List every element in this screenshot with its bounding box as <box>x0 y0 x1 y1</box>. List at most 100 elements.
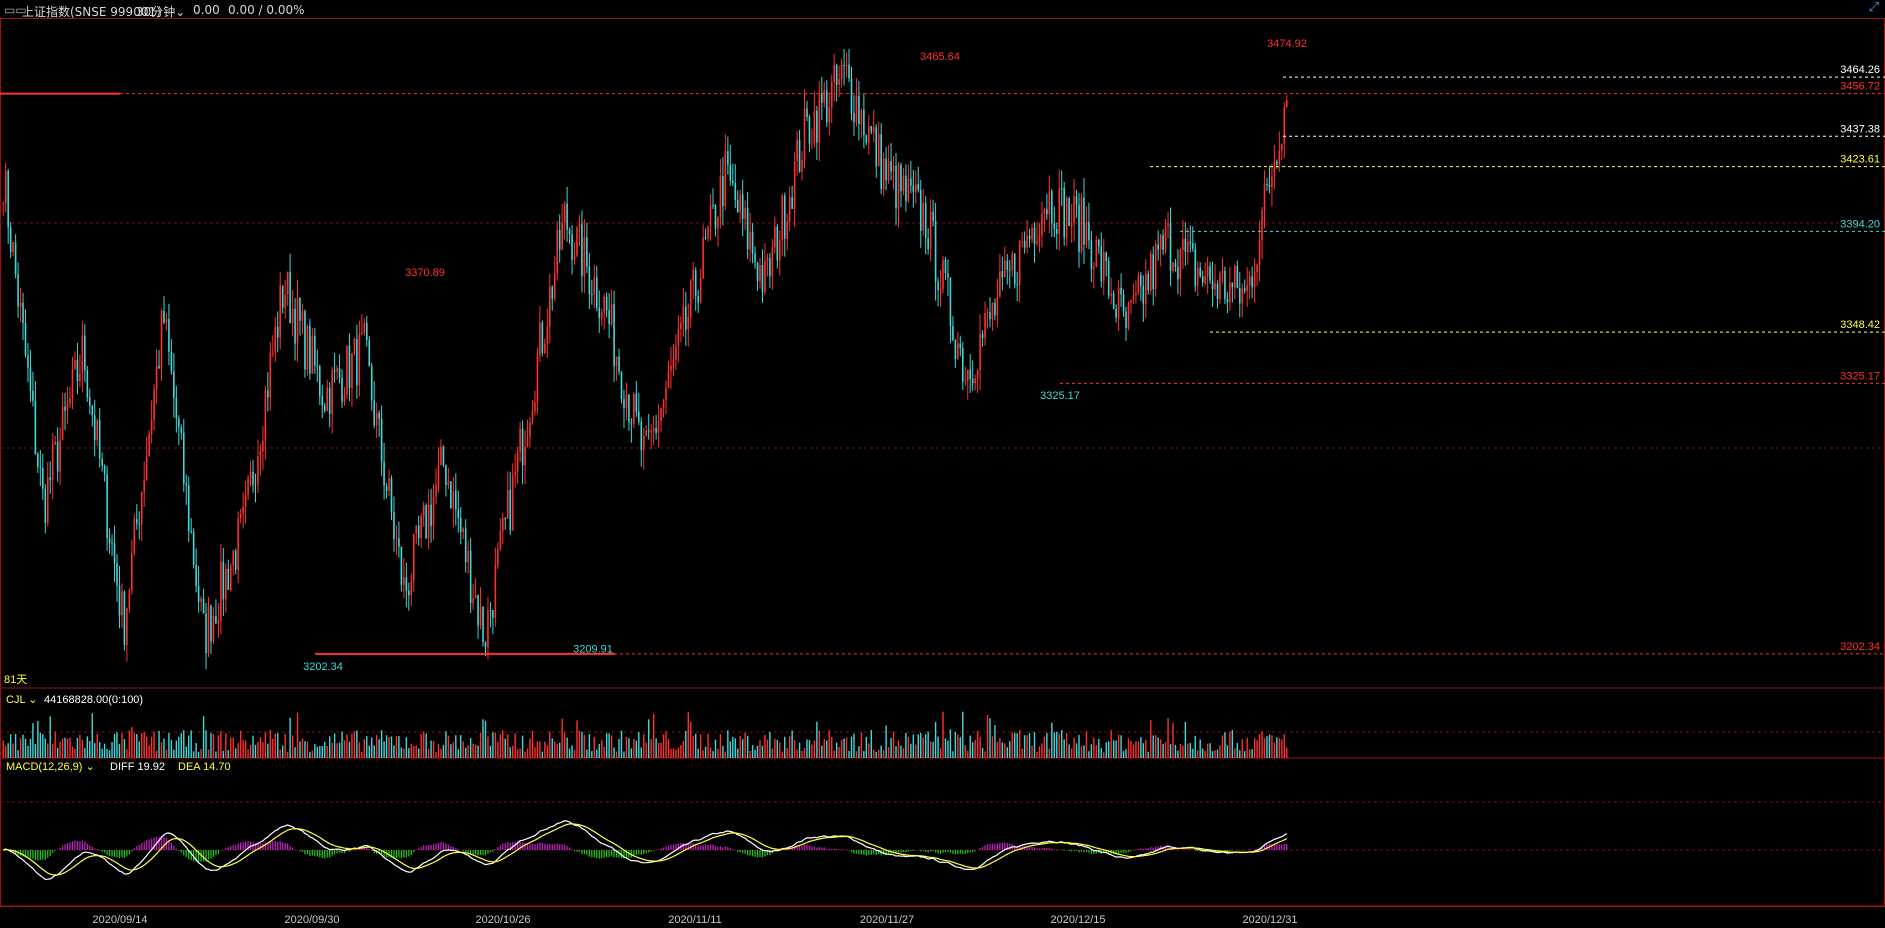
candle-body <box>620 371 623 399</box>
candle-body <box>247 478 249 495</box>
x-axis-tick: 2020/09/30 <box>284 914 339 926</box>
volume-bar <box>138 741 140 758</box>
candle-body <box>455 490 457 510</box>
candle-body <box>477 595 479 626</box>
volume-bar <box>1189 743 1192 758</box>
volume-bar <box>858 746 860 758</box>
candle-body <box>108 538 111 543</box>
volume-bar <box>230 737 232 758</box>
volume-bar <box>838 746 840 758</box>
candle-body <box>578 223 581 228</box>
candle-body <box>984 312 986 338</box>
candle-body <box>675 345 677 360</box>
volume-bar <box>207 749 210 758</box>
candle-body <box>1130 300 1132 303</box>
candle-body <box>314 335 316 366</box>
candle-body <box>635 393 638 412</box>
candle-body <box>595 277 598 308</box>
volume-bar <box>788 735 791 758</box>
volume-bar <box>371 737 373 758</box>
candle-body <box>1216 283 1219 300</box>
volume-bar <box>677 747 680 758</box>
candle-body <box>531 410 534 423</box>
candle-body <box>22 302 24 323</box>
candle-body <box>929 211 932 250</box>
volume-bar <box>91 713 93 758</box>
period-selector[interactable]: 30分钟⌄ <box>136 3 185 20</box>
candle-body <box>1211 280 1214 290</box>
volume-bar <box>764 734 766 758</box>
volume-bar <box>1108 741 1110 758</box>
volume-bar <box>761 745 764 758</box>
volume-bar <box>155 750 158 758</box>
header-bar: ▭▭ 上证指数(SNSE 999001） 30分钟⌄ 0.00 0.00 / 0… <box>0 0 1885 20</box>
volume-bar <box>462 741 464 758</box>
volume-bar <box>657 742 660 758</box>
candle-body <box>712 204 714 206</box>
candle-body <box>1187 241 1189 253</box>
index-title[interactable]: 上证指数(SNSE 999001） <box>22 5 169 19</box>
candle-body <box>558 229 561 250</box>
volume-bar <box>900 745 902 758</box>
candle-body <box>272 352 274 354</box>
candle-body <box>427 504 430 539</box>
candle-body <box>123 591 126 645</box>
volume-bar <box>445 731 447 758</box>
menu-icon[interactable]: ▭▭ <box>4 3 27 17</box>
volume-bar <box>660 742 662 758</box>
candle-body <box>771 247 774 277</box>
candle-body <box>232 550 235 566</box>
candle-body <box>225 568 227 600</box>
candle-body <box>1036 241 1038 244</box>
volume-bar <box>272 738 274 758</box>
volume-bar <box>61 738 64 758</box>
volume-bar <box>7 743 9 758</box>
candle-body <box>937 281 939 291</box>
candle-body <box>704 237 707 239</box>
candle-body <box>279 285 282 338</box>
candle-body <box>806 108 808 117</box>
volume-bar <box>408 748 410 758</box>
volume-bar <box>1117 734 1120 758</box>
volume-bar <box>128 730 131 758</box>
volume-bar <box>1239 750 1241 758</box>
candle-body <box>1028 235 1031 240</box>
candle-body <box>642 435 645 451</box>
candle-body <box>1234 266 1236 288</box>
volume-bar <box>319 746 321 758</box>
candle-body <box>957 343 959 360</box>
candle-body <box>808 116 811 144</box>
level-label: 3456.72 <box>1840 81 1880 93</box>
volume-bar <box>826 740 828 758</box>
candle-body <box>442 446 445 466</box>
candle-body <box>1112 293 1115 309</box>
candle-body <box>27 355 29 368</box>
candle-body <box>986 312 989 314</box>
x-axis-tick: 2020/12/15 <box>1050 914 1105 926</box>
volume-bar <box>311 750 314 758</box>
expand-icon[interactable]: ⤢ <box>1868 0 1879 15</box>
candle-body <box>1159 235 1162 250</box>
volume-bar <box>771 748 774 758</box>
volume-bar <box>378 739 380 758</box>
volume-bar <box>74 748 76 758</box>
candle-body <box>37 454 39 467</box>
candle-body <box>69 397 71 404</box>
volume-bar <box>86 736 89 758</box>
candle-body <box>1083 197 1085 245</box>
candle-body <box>759 264 761 282</box>
volume-bar <box>348 741 351 758</box>
volume-bar <box>591 751 593 758</box>
volume-bar <box>195 743 197 758</box>
candle-body <box>501 518 504 531</box>
volume-bar <box>242 739 244 758</box>
candle-body <box>1149 254 1152 291</box>
candle-body <box>459 518 462 533</box>
candle-body <box>969 369 972 379</box>
candle-body <box>1140 275 1142 286</box>
candle-body <box>484 642 487 648</box>
volume-bar <box>465 747 467 758</box>
candle-body <box>571 233 573 260</box>
candle-body <box>220 561 222 622</box>
price-annotation: 3370.89 <box>405 267 445 279</box>
